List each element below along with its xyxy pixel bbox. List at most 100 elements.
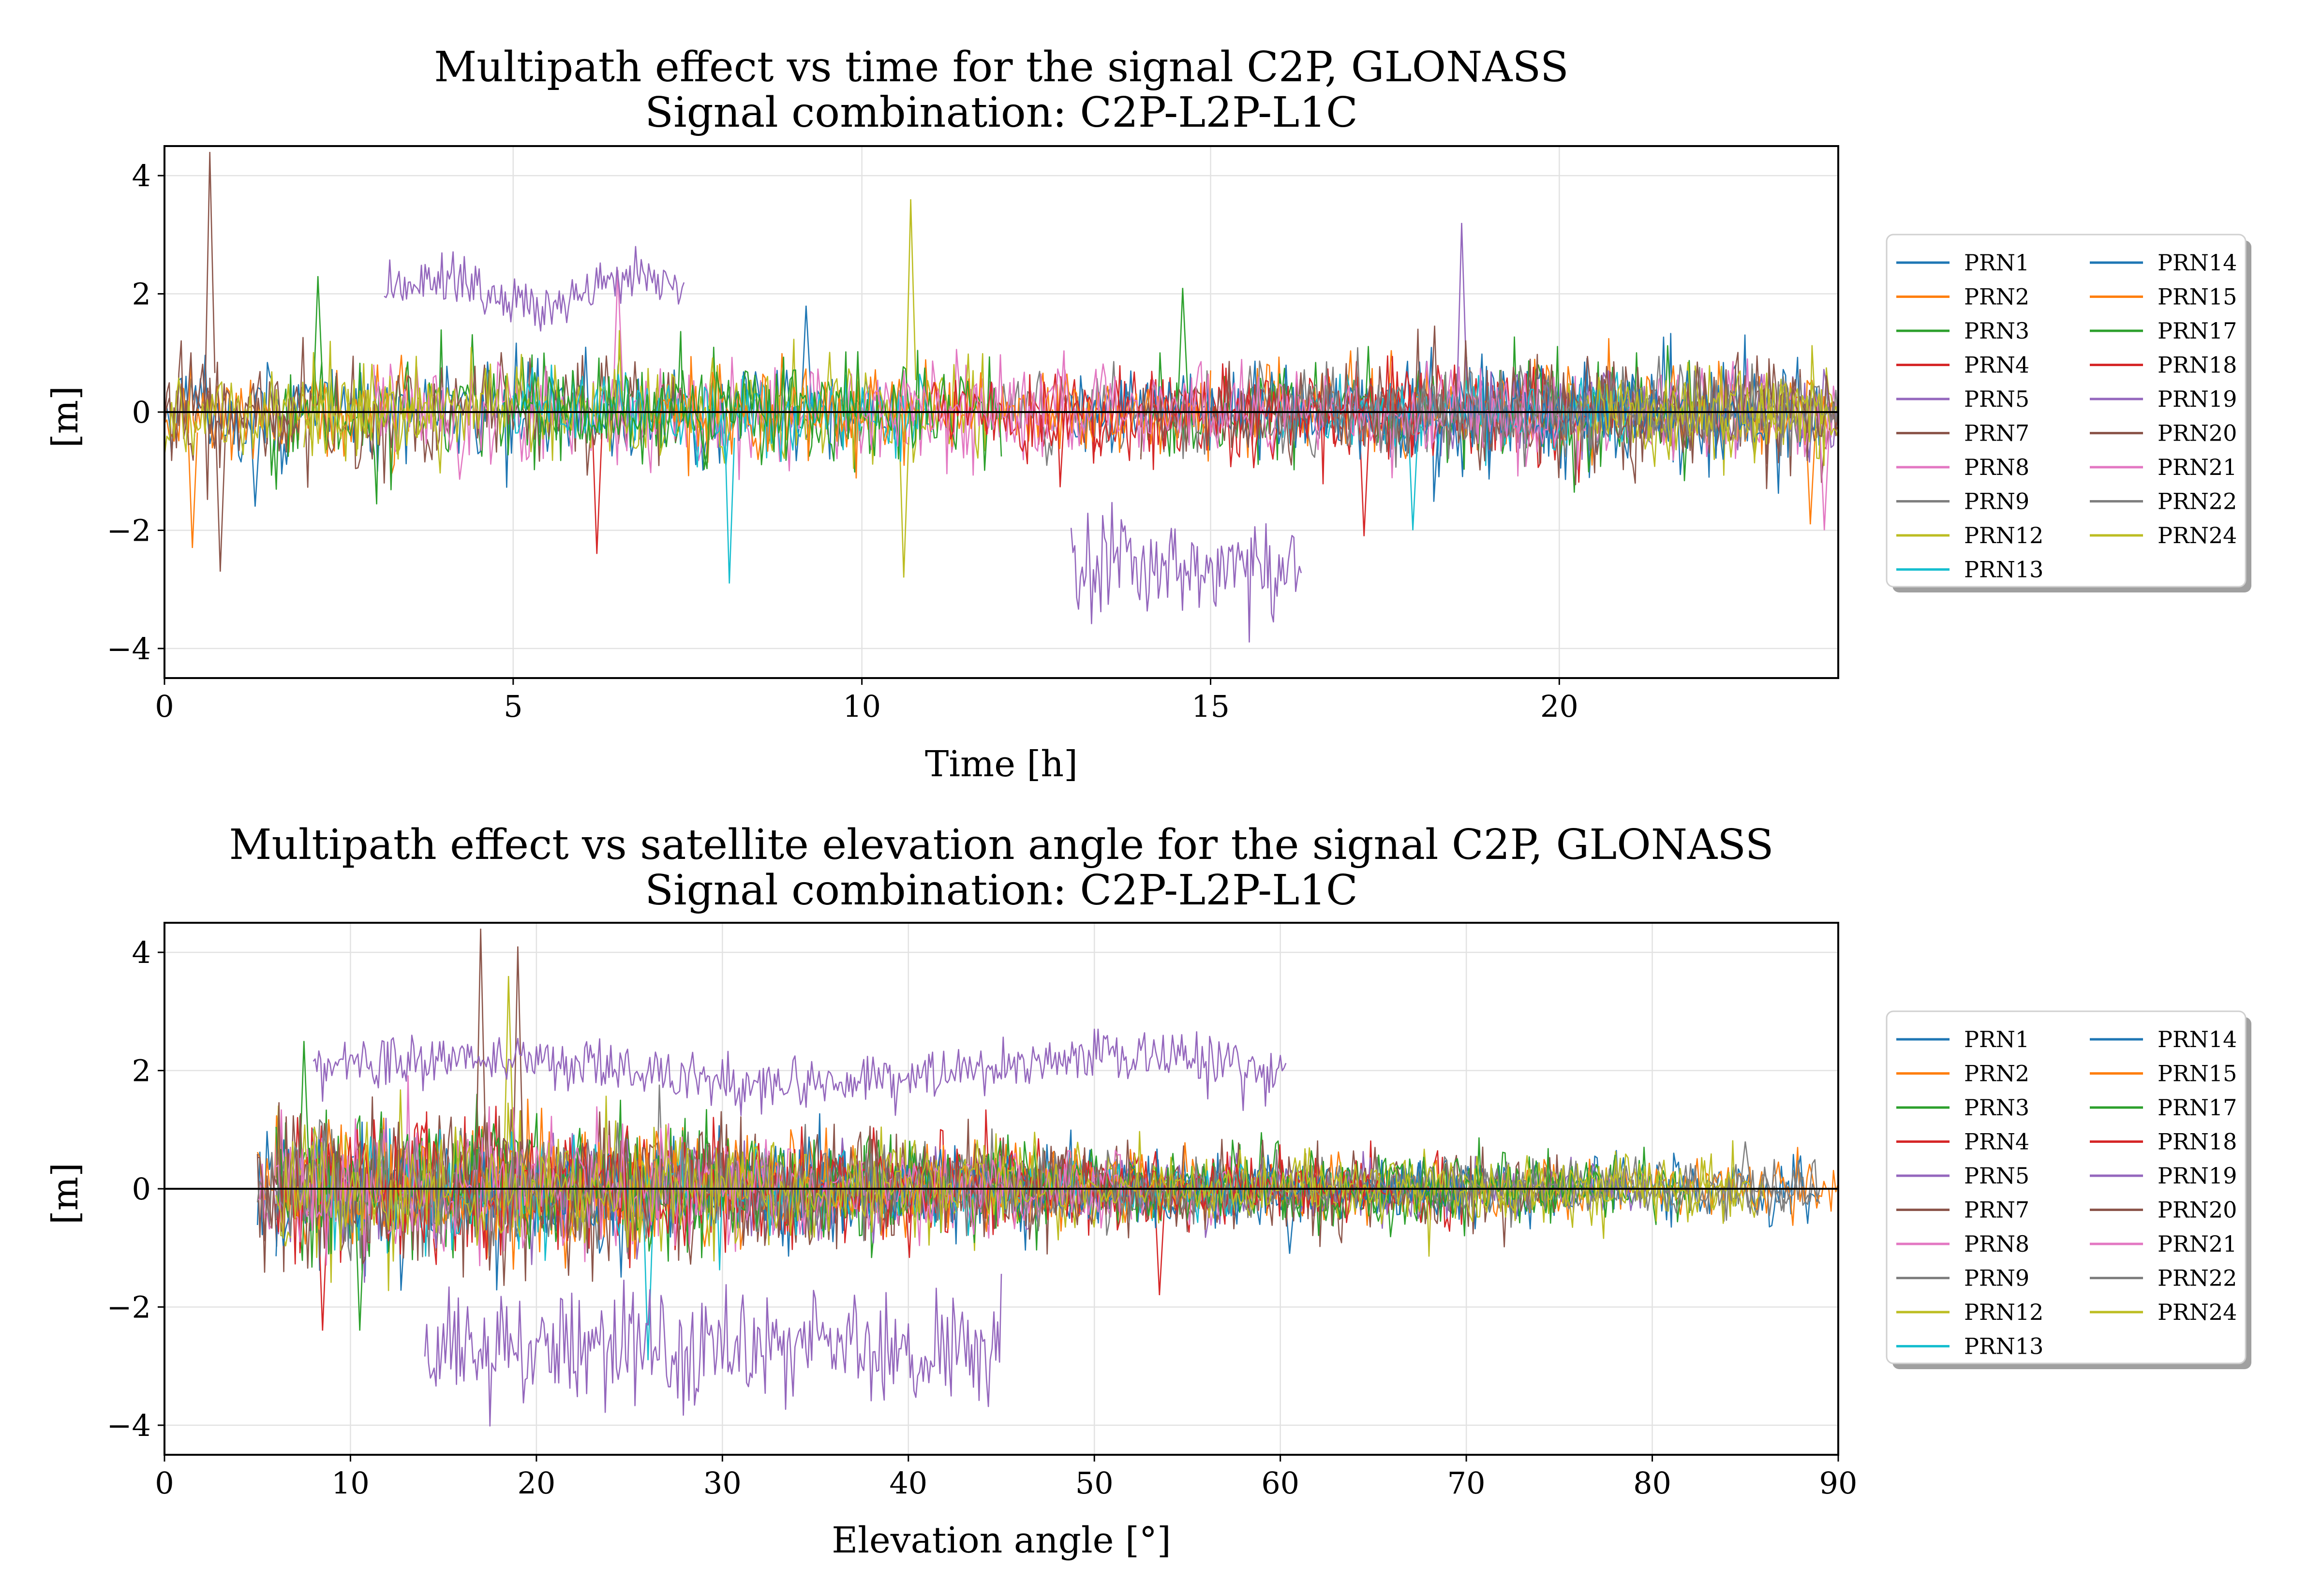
legend-label-prn21: PRN21: [2158, 454, 2237, 480]
x-tick-label: 10: [331, 1465, 370, 1501]
legend-label-prn20: PRN20: [2158, 1197, 2237, 1223]
series-offset-prn19: [384, 246, 685, 332]
legend-label-prn24: PRN24: [2158, 1299, 2237, 1325]
series-line-prn3: [268, 329, 863, 505]
series-line-prn22: [275, 1122, 1820, 1257]
chart-title: Multipath effect vs time for the signal …: [434, 43, 1569, 91]
chart-subtitle: Signal combination: C2P-L2P-L1C: [645, 866, 1358, 915]
legend-label-prn22: PRN22: [2158, 1265, 2237, 1291]
series-line-prn8: [373, 349, 1072, 480]
y-tick-label: −2: [107, 1289, 151, 1325]
series-spike-prn3: [1177, 288, 1189, 413]
series-spike-prn12: [898, 412, 909, 578]
x-tick-label: 10: [843, 689, 881, 724]
legend-label-prn22: PRN22: [2158, 488, 2237, 515]
chart-title: Multipath effect vs satellite elevation …: [229, 821, 1773, 869]
x-axis: 0 5 10 15 20: [155, 678, 1578, 724]
legend-label-prn15: PRN15: [2158, 284, 2237, 310]
series-spike-prn7: [512, 946, 524, 1189]
series-spike-prn9: [1740, 1141, 1751, 1189]
legend-label-prn21: PRN21: [2158, 1231, 2237, 1257]
y-tick-label: 0: [132, 1171, 151, 1207]
legend-label-prn3: PRN3: [1964, 1094, 2029, 1121]
y-tick-label: 2: [132, 1053, 151, 1089]
series-spike-prn7: [214, 412, 226, 572]
legend-label-prn2: PRN2: [1964, 1061, 2029, 1087]
legend-label-prn19: PRN19: [2158, 1163, 2237, 1189]
x-tick-label: 90: [1819, 1465, 1858, 1501]
x-tick-label: 5: [504, 689, 522, 724]
x-axis-label: Time [h]: [925, 743, 1078, 785]
legend-label-prn7: PRN7: [1964, 420, 2029, 446]
legend-entries: PRN1 PRN2 PRN3 PRN4 PRN5 PRN7 PRN8 PRN9 PRN12 PRN…: [1896, 250, 2237, 583]
series-line-prn24: [275, 1122, 1746, 1262]
y-tick-label: 0: [132, 395, 151, 430]
legend: PRN1 PRN2 PRN3 PRN4 PRN5 PRN7 PRN8 PRN9 PRN12 PRN…: [1886, 234, 2251, 592]
y-axis: −4 −2 0 2 4: [107, 158, 164, 666]
series-offset-prn19: [1070, 502, 1302, 643]
x-tick-label: 80: [1633, 1465, 1671, 1501]
legend-label-prn19: PRN19: [2158, 386, 2237, 412]
x-tick-label: 30: [703, 1465, 742, 1501]
legend-label-prn24: PRN24: [2158, 522, 2237, 548]
series-spike-prn7: [204, 152, 216, 413]
legend-label-prn20: PRN20: [2158, 420, 2237, 446]
plot-area: [256, 929, 1838, 1427]
series-line-prn24: [164, 363, 444, 462]
chart-elevation: Multipath effect vs satellite elevation …: [45, 821, 2251, 1561]
legend-label-prn9: PRN9: [1964, 488, 2029, 515]
chart-time: Multipath effect vs time for the signal …: [45, 43, 2251, 785]
series-spike-prn1: [800, 305, 812, 413]
x-tick-label: 20: [517, 1465, 555, 1501]
y-axis-label: [m]: [45, 386, 86, 448]
series-offset-prn19: [424, 1273, 1002, 1427]
legend-label-prn17: PRN17: [2158, 318, 2237, 344]
series-spike-prn13: [1407, 412, 1419, 531]
x-tick-label: 60: [1261, 1465, 1299, 1501]
series-spike-prn12: [905, 199, 917, 413]
legend-label-prn14: PRN14: [2158, 1026, 2237, 1052]
plot-area: [164, 152, 1838, 643]
x-tick-label: 40: [889, 1465, 927, 1501]
chart-subtitle: Signal combination: C2P-L2P-L1C: [645, 89, 1358, 137]
legend-label-prn4: PRN4: [1964, 352, 2029, 378]
y-tick-label: 4: [132, 158, 151, 193]
legend-label-prn4: PRN4: [1964, 1129, 2029, 1155]
series-line-prn15: [652, 353, 1211, 479]
x-axis-label: Elevation angle [°]: [832, 1520, 1171, 1561]
x-tick-label: 15: [1191, 689, 1230, 724]
legend-label-prn18: PRN18: [2158, 1129, 2237, 1155]
y-axis: −4 −2 0 2 4: [107, 935, 164, 1443]
legend-label-prn1: PRN1: [1964, 1026, 2029, 1052]
legend-label-prn8: PRN8: [1964, 1231, 2029, 1257]
x-tick-label: 50: [1075, 1465, 1114, 1501]
legend-entries: PRN1 PRN2 PRN3 PRN4 PRN5 PRN7 PRN8 PRN9 PRN12 PRN…: [1896, 1026, 2237, 1360]
series-spike-prn1: [249, 412, 261, 507]
legend-label-prn14: PRN14: [2158, 250, 2237, 276]
y-tick-label: 4: [132, 935, 151, 970]
legend-label-prn13: PRN13: [1964, 557, 2043, 583]
series-spike-prn12: [503, 975, 514, 1189]
x-axis: 0 10 20 30 40 50 60 70 80 90: [155, 1455, 1857, 1501]
legend-box: [1886, 234, 2247, 588]
legend-label-prn9: PRN9: [1964, 1265, 2029, 1291]
legend-label-prn18: PRN18: [2158, 352, 2237, 378]
legend-label-prn5: PRN5: [1964, 386, 2029, 412]
series-spike-prn8: [1818, 412, 1830, 531]
x-tick-label: 0: [155, 689, 174, 724]
y-tick-label: 2: [132, 277, 151, 312]
series-spike-prn2: [187, 412, 198, 548]
y-tick-label: −4: [107, 1408, 151, 1443]
legend-label-prn7: PRN7: [1964, 1197, 2029, 1223]
legend-label-prn15: PRN15: [2158, 1061, 2237, 1087]
legend-label-prn8: PRN8: [1964, 454, 2029, 480]
legend-label-prn12: PRN12: [1964, 522, 2043, 548]
series-line-prn17: [275, 1109, 1616, 1261]
legend: PRN1 PRN2 PRN3 PRN4 PRN5 PRN7 PRN8 PRN9 PRN12 PRN…: [1886, 1010, 2251, 1369]
series-spike-prn13: [724, 412, 735, 584]
legend-label-prn17: PRN17: [2158, 1094, 2237, 1121]
series-spike-prn7: [475, 929, 487, 1189]
series-spike-prn4: [591, 412, 603, 554]
series-spike-prn13: [642, 1188, 654, 1360]
